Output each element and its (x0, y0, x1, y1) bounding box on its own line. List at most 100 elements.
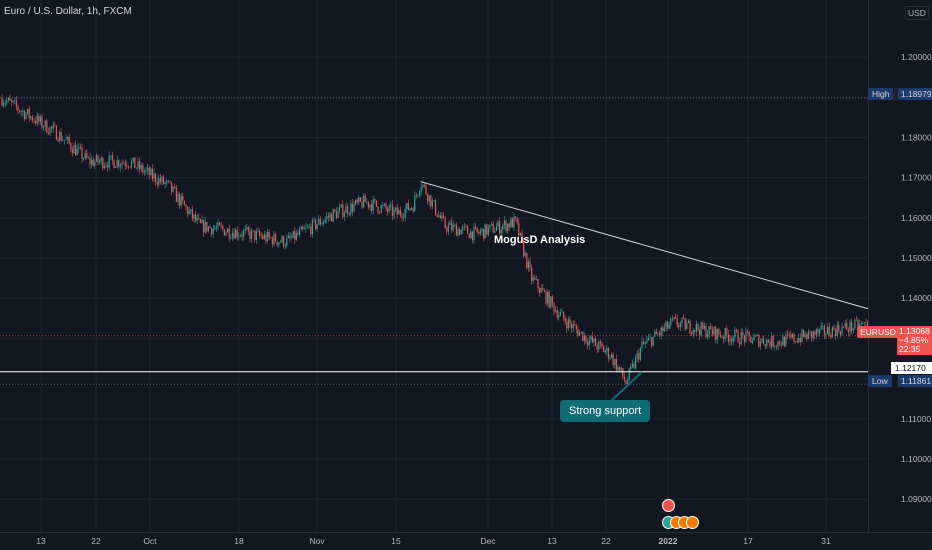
candle-body (284, 245, 286, 247)
candle-body (302, 226, 304, 229)
candle-body (236, 229, 238, 237)
candle-body (454, 224, 456, 226)
candle-body (620, 368, 622, 371)
candle-body (601, 343, 603, 347)
candle-body (459, 229, 461, 235)
candle-body (505, 220, 507, 232)
currency-label[interactable]: USD (905, 6, 929, 20)
candle-body (412, 208, 414, 212)
candle-body (78, 147, 80, 149)
candle-body (825, 334, 827, 335)
split-icon[interactable] (686, 516, 699, 529)
candle-body (550, 296, 552, 308)
candle-body (145, 169, 147, 172)
candle-body (156, 182, 158, 185)
candle-body (638, 353, 640, 360)
candle-body (217, 222, 219, 228)
candle-body (705, 326, 707, 338)
candle-body (311, 219, 313, 235)
candle-body (529, 261, 531, 268)
candle-body (553, 302, 555, 312)
candle-body (335, 211, 337, 218)
candle-body (475, 226, 477, 228)
candle-body (743, 335, 745, 343)
candle-body (516, 217, 518, 223)
candle-body (545, 291, 547, 304)
candle-body (804, 333, 806, 337)
candle-body (465, 225, 467, 227)
candle-body (340, 204, 342, 208)
date-tick-label: Nov (309, 536, 325, 546)
candle-body (270, 237, 272, 238)
candle-body (569, 319, 571, 324)
candle-body (788, 334, 790, 336)
candle-body (444, 218, 446, 228)
candle-body (500, 229, 502, 234)
candle-body (771, 335, 773, 347)
candle-body (575, 325, 577, 330)
candle-body (849, 321, 851, 332)
candle-body (201, 219, 203, 223)
candle-body (115, 167, 117, 169)
candle-body (483, 228, 485, 239)
candle-body (643, 342, 645, 344)
candle-body (3, 103, 5, 106)
date-tick-label: 13 (36, 536, 46, 546)
candle-body (481, 228, 483, 232)
candle-body (846, 323, 848, 330)
candle-body (415, 195, 417, 197)
candle-body (76, 148, 78, 156)
candle-body (607, 347, 609, 359)
candle-body (267, 231, 269, 242)
candle-body (830, 334, 832, 338)
candle-body (473, 226, 475, 240)
candle-body (519, 232, 521, 236)
candle-body (327, 216, 329, 218)
candle-body (799, 337, 801, 342)
candle-body (667, 321, 669, 329)
candle-body (190, 209, 192, 211)
candle-body (127, 166, 129, 168)
candle-body (148, 167, 150, 176)
candle-body (460, 229, 462, 235)
candle-body (457, 229, 459, 236)
candle-body (206, 221, 208, 232)
candle-body (715, 326, 717, 340)
candle-body (665, 321, 667, 328)
candle-body (316, 224, 318, 229)
candle-body (294, 230, 296, 240)
candle-body (143, 171, 145, 173)
candle-body (559, 312, 561, 315)
candle-body (132, 157, 134, 162)
candle-body (219, 222, 221, 226)
candle-body (431, 200, 433, 207)
candle-body (308, 226, 310, 228)
candle-body (382, 205, 384, 206)
candle-body (585, 335, 587, 343)
candle-body (276, 241, 278, 245)
candle-body (113, 160, 115, 169)
candle-body (62, 140, 64, 141)
candle-body (503, 220, 505, 226)
candle-body (659, 333, 661, 335)
candle-body (468, 233, 470, 239)
candle-body (489, 224, 491, 228)
candle-body (673, 317, 675, 320)
candle-body (809, 331, 811, 332)
support-callout[interactable]: Strong support (560, 400, 651, 422)
candle-body (742, 332, 744, 336)
candle-body (535, 279, 537, 280)
candle-body (220, 225, 222, 227)
flag-icon[interactable] (662, 499, 675, 512)
candle-body (777, 341, 779, 347)
candle-body (863, 322, 865, 324)
candle-body (289, 235, 291, 239)
candle-body (353, 204, 355, 212)
candle-body (17, 106, 19, 111)
candle-body (7, 98, 9, 101)
candle-body (452, 224, 454, 230)
candle-body (835, 329, 837, 337)
candle-body (745, 331, 747, 343)
candle-body (9, 98, 11, 101)
